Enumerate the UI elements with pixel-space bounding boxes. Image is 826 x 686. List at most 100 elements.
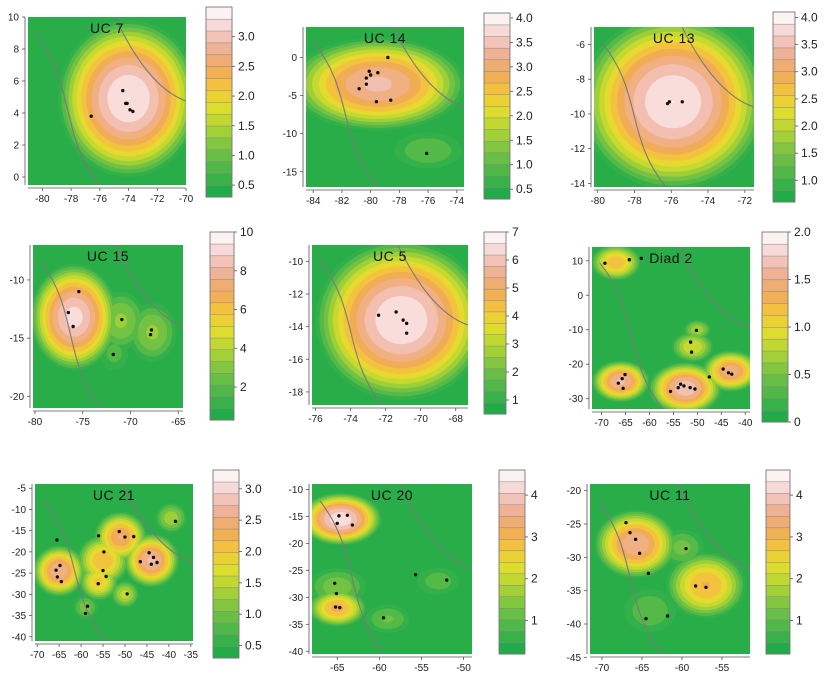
colorbar-segment xyxy=(212,493,240,506)
country-border xyxy=(319,484,472,654)
x-tick-label: -82 xyxy=(335,196,350,207)
country-border xyxy=(40,245,183,408)
colorbar-segment xyxy=(772,94,796,108)
density-field xyxy=(35,484,193,641)
y-tick-label: 8 xyxy=(13,45,19,56)
y-tick-label: -20 xyxy=(569,360,584,371)
sample-point xyxy=(668,389,673,394)
x-tick-label: -80 xyxy=(28,417,43,428)
x-tick-label: -80 xyxy=(363,196,378,207)
colorbar-segment xyxy=(209,314,235,327)
colorbar-segment xyxy=(765,527,791,540)
colorbar-segment xyxy=(483,59,511,72)
colorbar-segment xyxy=(483,322,507,335)
colorbar-segment xyxy=(483,140,511,154)
colorbar-tick-label: 2.5 xyxy=(238,59,255,73)
country-border xyxy=(42,484,193,641)
sample-point xyxy=(364,76,369,80)
sample-point xyxy=(138,559,143,564)
sample-point xyxy=(368,73,373,77)
colorbar-tick-label: 1.0 xyxy=(801,173,818,187)
colorbar-segment xyxy=(761,279,789,292)
colorbar-segment xyxy=(772,130,796,144)
colorbar-tick-label: 4 xyxy=(531,488,538,502)
sample-point xyxy=(89,114,93,118)
colorbar-frame xyxy=(483,12,511,200)
colorbar-frame xyxy=(205,6,233,198)
y-tick-label: 10 xyxy=(572,256,584,267)
colorbar-tick-label: 1.0 xyxy=(516,158,533,172)
sample-point xyxy=(101,568,105,573)
sample-point xyxy=(148,332,153,337)
colorbar-segment xyxy=(483,391,507,404)
colorbar-tick-label: 2.0 xyxy=(238,89,255,103)
colorbar-segment xyxy=(772,189,796,203)
sample-point xyxy=(104,574,108,579)
colorbar-segment xyxy=(483,24,511,37)
x-tick-label: -70 xyxy=(594,418,609,429)
colorbar-segment xyxy=(212,646,240,659)
sample-point xyxy=(120,317,124,322)
colorbar-segment xyxy=(205,54,233,67)
colorbar-segment xyxy=(765,584,791,598)
sample-point xyxy=(338,605,342,610)
sample-point xyxy=(128,108,132,112)
colorbar-segment xyxy=(498,561,526,575)
x-tick-label: -70 xyxy=(30,650,45,661)
colorbar-tick-label: 4 xyxy=(512,309,519,323)
map-panel: UC 7 -80 -78 -76 -74 -72 -70 0 2 4 6 8 10 3.0 2.5 2.0 1.… xyxy=(8,6,255,205)
colorbar-segment xyxy=(498,527,526,540)
x-tick-label: -65 xyxy=(618,418,633,429)
panel-title: UC 15 xyxy=(87,248,129,264)
colorbar: 7 6 5 4 3 2 1 xyxy=(483,225,519,415)
colorbar-segment xyxy=(765,630,791,644)
panel-title: UC 13 xyxy=(653,30,695,46)
y-tick-label: -10 xyxy=(289,485,304,496)
panel-title: Diad 2 xyxy=(649,250,692,266)
x-tick-label: -76 xyxy=(308,414,323,425)
sample-point xyxy=(367,69,371,73)
x-tick-label: -68 xyxy=(449,414,464,425)
sample-point xyxy=(357,87,361,91)
density-contour xyxy=(723,365,739,377)
x-tick-label: -65 xyxy=(635,663,650,674)
y-tick-label: -30 xyxy=(569,394,584,405)
x-tick-label: -70 xyxy=(413,414,428,425)
y-tick-label: -25 xyxy=(12,569,27,580)
colorbar-segment xyxy=(483,300,507,313)
sample-point xyxy=(413,572,418,577)
colorbar-segment xyxy=(205,161,233,174)
colorbar-segment xyxy=(761,255,789,269)
colorbar-segment xyxy=(205,113,233,127)
sample-point xyxy=(77,289,81,294)
colorbar-segment xyxy=(483,105,511,119)
sample-point xyxy=(621,386,625,391)
x-tick-label: -80 xyxy=(35,194,50,205)
sample-point xyxy=(404,331,409,335)
colorbar-segment xyxy=(209,290,235,304)
colorbar-tick-label: 1.0 xyxy=(245,607,262,621)
country-border xyxy=(319,245,468,405)
colorbar-segment xyxy=(209,231,235,245)
colorbar: 3.0 2.5 2.0 1.5 1.0 0.5 xyxy=(212,469,262,659)
y-tick-label: -30 xyxy=(289,593,304,604)
sample-point xyxy=(688,340,693,344)
y-tick-label: -18 xyxy=(289,387,304,398)
y-tick-label: -10 xyxy=(283,129,298,140)
x-tick-label: -65 xyxy=(171,417,186,428)
colorbar-segment xyxy=(761,386,789,399)
x-tick-label: -75 xyxy=(75,417,90,428)
y-tick-label: -30 xyxy=(12,590,27,601)
colorbar-segment xyxy=(205,66,233,79)
sample-point xyxy=(730,372,734,376)
colorbar-tick-label: 3.0 xyxy=(801,65,818,79)
y-tick-label: -20 xyxy=(12,547,27,558)
y-tick-label: -20 xyxy=(10,392,25,403)
colorbar-segment xyxy=(483,152,511,165)
colorbar-segment xyxy=(205,6,233,20)
sample-point xyxy=(693,387,697,391)
colorbar-segment xyxy=(483,345,507,358)
colorbar-segment xyxy=(483,265,507,279)
colorbar-segment xyxy=(772,83,796,96)
colorbar-segment xyxy=(761,243,789,257)
